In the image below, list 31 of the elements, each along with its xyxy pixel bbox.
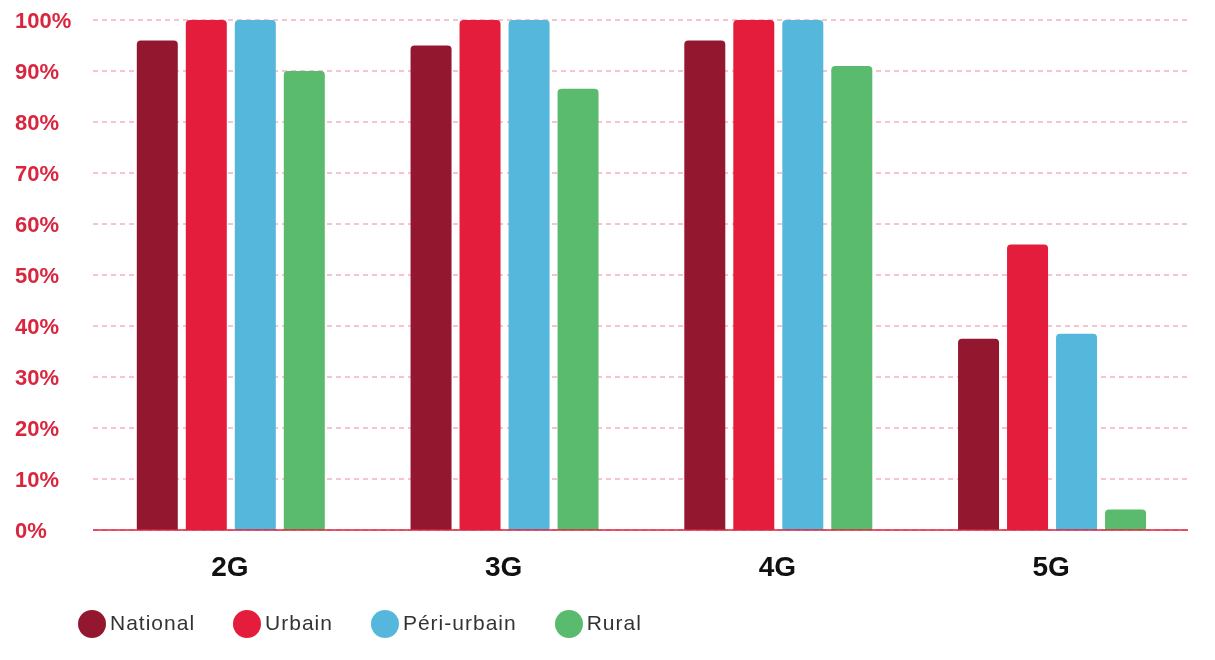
y-tick-label: 0%: [15, 517, 47, 543]
x-tick-label: 2G: [211, 550, 249, 582]
y-tick-label: 10%: [15, 466, 60, 492]
x-tick-label: 4G: [758, 550, 797, 582]
bar: [283, 71, 325, 530]
y-tick-label: 60%: [15, 211, 60, 237]
y-tick-label: 30%: [15, 364, 60, 390]
x-tick-label: 5G: [1032, 550, 1070, 582]
y-tick-label: 80%: [15, 109, 60, 135]
bar: [508, 20, 550, 530]
bar: [684, 40, 726, 530]
legend-label: Péri-urbain: [402, 610, 517, 634]
bar: [958, 338, 1000, 530]
legend-label: Rural: [586, 610, 642, 634]
bar: [831, 65, 873, 530]
bar: [782, 20, 824, 530]
y-tick-label: 40%: [15, 313, 60, 339]
x-tick-label: 3G: [484, 550, 523, 582]
y-tick-label: 20%: [15, 415, 60, 441]
y-tick-label: 100%: [15, 7, 72, 33]
bar: [136, 40, 178, 530]
bar: [557, 88, 599, 530]
y-tick-label: 90%: [15, 58, 60, 84]
y-tick-label: 50%: [15, 262, 60, 288]
bar: [1056, 333, 1098, 530]
legend-label: Urbain: [265, 610, 333, 634]
y-tick-label: 70%: [15, 160, 60, 186]
legend-label: National: [110, 610, 196, 634]
bar: [234, 20, 276, 530]
bar: [410, 45, 452, 530]
bar: [1105, 509, 1147, 530]
